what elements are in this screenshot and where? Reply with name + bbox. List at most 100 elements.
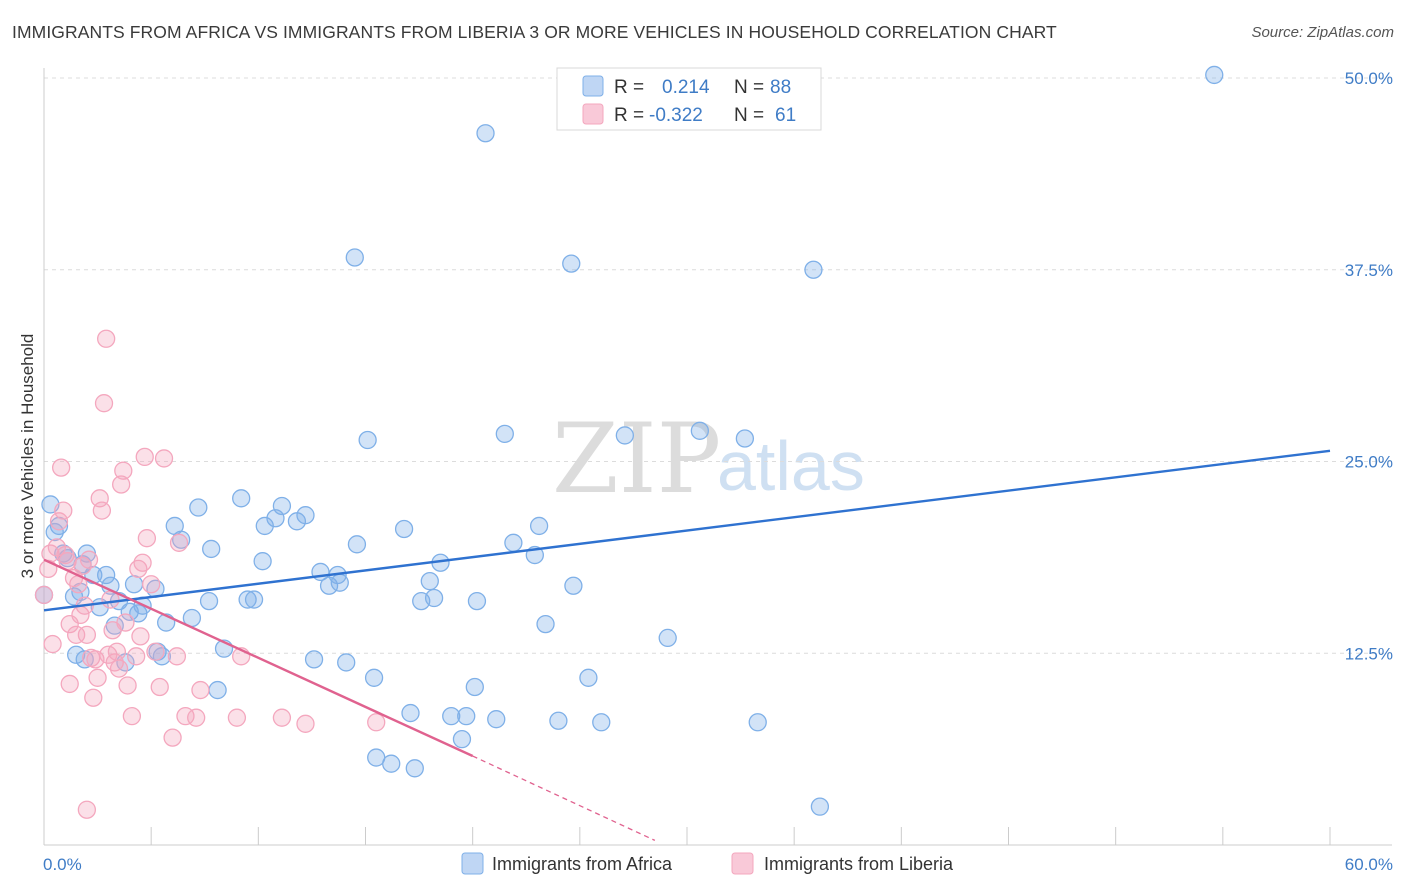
africa-point (199, 591, 219, 611)
series-africa-points (34, 65, 1224, 816)
africa-point (358, 430, 377, 450)
liberia-point (118, 676, 137, 695)
africa-point (562, 254, 581, 273)
africa-point (202, 539, 221, 559)
africa-point (124, 575, 144, 594)
africa-point (536, 614, 555, 634)
liberia-point (97, 329, 116, 348)
legend-r-value-africa: 0.214 (662, 77, 710, 98)
africa-point (564, 576, 583, 595)
africa-point (244, 590, 264, 609)
liberia-point (227, 708, 247, 727)
africa-point (330, 573, 349, 592)
africa-point (529, 516, 549, 536)
liberia-point (169, 533, 189, 552)
legend-swatch-africa (582, 75, 604, 97)
liberia-point (150, 677, 169, 697)
correlation-legend: R = 0.214 N = 88 R = -0.322 N = 61 (556, 67, 822, 131)
legend-swatch-liberia (582, 103, 604, 125)
y-axis-label: 3 or more Vehicles in Household (18, 334, 37, 579)
africa-point (238, 590, 257, 609)
africa-point (476, 124, 495, 143)
liberia-point (79, 550, 99, 569)
africa-point (452, 730, 472, 749)
liberia-point (109, 659, 129, 678)
africa-point (549, 711, 568, 730)
africa-point (382, 754, 401, 773)
liberia-point (122, 706, 142, 726)
africa-point (495, 424, 514, 444)
africa-point (424, 588, 444, 608)
liberia-point (94, 394, 114, 413)
liberia-point (187, 708, 206, 727)
africa-point (690, 421, 710, 440)
liberia-point (131, 627, 150, 646)
series-legend: Immigrants from Africa Immigrants from L… (461, 852, 954, 875)
liberia-point (191, 680, 210, 700)
africa-point (75, 650, 94, 669)
bottom-legend-swatch-liberia (731, 852, 754, 875)
liberia-point (154, 449, 174, 468)
liberia-trend-line (43, 558, 474, 758)
africa-point (658, 628, 677, 648)
liberia-point (92, 501, 112, 520)
africa-point (579, 668, 598, 687)
legend-n-value-liberia: 61 (775, 105, 796, 126)
bottom-legend-label-africa: Immigrants from Africa (492, 854, 673, 874)
liberia-point (49, 512, 69, 531)
liberia-point (137, 529, 157, 548)
africa-point (364, 668, 384, 687)
africa-point (337, 653, 356, 672)
liberia-point (272, 708, 292, 727)
africa-point (467, 591, 487, 611)
watermark-atlas: atlas (717, 427, 865, 505)
africa-point (804, 260, 823, 279)
africa-point (748, 713, 767, 732)
liberia-point (77, 800, 97, 819)
liberia-point (112, 475, 131, 494)
africa-point (615, 426, 634, 445)
africa-point (97, 565, 116, 585)
africa-trend-line (43, 449, 1331, 612)
africa-point (347, 535, 367, 554)
africa-point (304, 650, 324, 669)
legend-n-value-africa: 88 (770, 77, 791, 98)
source-label: Source: ZipAtlas.com (1251, 24, 1394, 41)
liberia-point (54, 501, 73, 520)
watermark-zip: ZIP (552, 403, 721, 515)
liberia-point (84, 688, 103, 707)
liberia-point (163, 728, 182, 747)
legend-n-label-africa: N = (734, 77, 764, 98)
liberia-trend-extension (472, 755, 656, 841)
y-tick-label: 12.5% (1345, 644, 1393, 663)
africa-point (1205, 65, 1224, 85)
africa-point (504, 533, 523, 552)
liberia-point (43, 634, 62, 654)
liberia-point (67, 625, 86, 644)
africa-point (189, 498, 208, 517)
africa-point (465, 677, 484, 697)
tick-labels: 12.5% 25.0% 37.5% 50.0% 0.0% 60.0% (43, 69, 1393, 874)
liberia-point (296, 714, 315, 733)
liberia-point (77, 625, 97, 644)
africa-point (253, 552, 272, 571)
liberia-point (127, 647, 146, 666)
liberia-point (34, 585, 54, 605)
liberia-point (367, 713, 386, 732)
africa-point (67, 645, 86, 664)
gridlines (44, 77, 1392, 654)
liberia-point (88, 668, 107, 687)
africa-point (810, 797, 830, 816)
africa-point (457, 706, 476, 726)
liberia-point (114, 461, 133, 480)
liberia-point (133, 553, 152, 572)
africa-point (401, 703, 420, 723)
y-tick-label: 37.5% (1345, 261, 1393, 280)
africa-point (232, 489, 251, 508)
africa-point (592, 713, 611, 732)
legend-r-label-africa: R = (614, 77, 644, 98)
africa-point (420, 572, 439, 591)
liberia-point (167, 647, 187, 666)
africa-point (45, 522, 64, 542)
